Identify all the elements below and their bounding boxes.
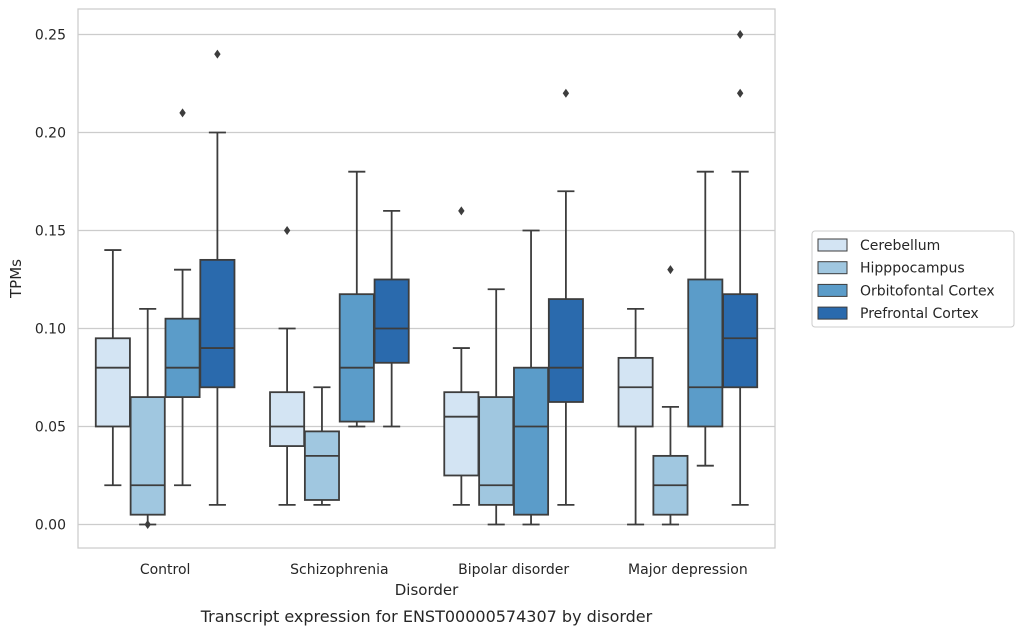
- outlier-point: [458, 206, 465, 216]
- legend-swatch: [817, 283, 848, 297]
- x-tick-label: Bipolar disorder: [458, 562, 569, 578]
- chart-caption: Transcript expression for ENST0000057430…: [200, 607, 653, 626]
- box-orbitofontal-cortex: [687, 170, 724, 467]
- outlier-point: [562, 88, 570, 98]
- outlier-point: [667, 265, 674, 275]
- legend-label: Cerebellum: [860, 238, 940, 254]
- outlier-point: [179, 108, 186, 118]
- box-prefrontal-cortex: [722, 29, 759, 506]
- legend-frame: [811, 230, 1015, 328]
- y-tick-label: 0.10: [35, 321, 66, 337]
- iqr-box: [303, 430, 340, 501]
- box-cerebellum: [94, 249, 131, 487]
- box-cerebellum: [443, 206, 480, 506]
- box-prefrontal-cortex: [199, 49, 236, 506]
- y-tick-label: 0.25: [35, 27, 66, 43]
- outlier-point: [214, 49, 221, 59]
- y-tick-label: 0.00: [35, 517, 66, 533]
- iqr-box: [547, 298, 584, 403]
- y-axis-ticks: 0.00 0.05 0.10 0.15 0.20 0.25: [35, 27, 66, 533]
- legend-swatch: [817, 238, 848, 252]
- outlier-point: [736, 88, 744, 98]
- iqr-box: [617, 356, 654, 428]
- y-axis-label: TPMs: [7, 259, 25, 299]
- iqr-box: [722, 293, 759, 389]
- iqr-box: [338, 293, 375, 423]
- legend-label: Orbitofontal Cortex: [860, 283, 995, 299]
- box-orbitofontal-cortex: [338, 170, 375, 428]
- legend-label: Hipppocampus: [860, 261, 965, 277]
- legend-swatch: [817, 306, 848, 320]
- iqr-box: [164, 317, 201, 398]
- box-hipppocampus: [129, 307, 166, 529]
- iqr-box: [513, 366, 550, 516]
- iqr-box: [269, 391, 306, 447]
- iqr-box: [199, 258, 236, 389]
- outlier-point: [283, 225, 291, 235]
- iqr-box: [373, 278, 410, 364]
- box-prefrontal-cortex: [373, 209, 410, 428]
- iqr-box: [478, 396, 515, 506]
- box-orbitofontal-cortex: [164, 108, 201, 487]
- box-cerebellum: [269, 225, 306, 506]
- box-hipppocampus: [303, 386, 340, 506]
- legend-swatch: [817, 261, 848, 275]
- outlier-point: [144, 519, 151, 529]
- y-tick-label: 0.05: [35, 419, 66, 435]
- x-tick-label: Control: [140, 562, 191, 578]
- x-tick-label: Schizophrenia: [290, 562, 388, 578]
- iqr-box: [687, 278, 724, 428]
- y-tick-label: 0.15: [35, 223, 66, 239]
- legend-label: Prefrontal Cortex: [860, 306, 979, 322]
- iqr-box: [129, 396, 166, 516]
- plot-frame: [77, 8, 776, 549]
- y-tick-label: 0.20: [35, 125, 66, 141]
- box-prefrontal-cortex: [547, 88, 584, 506]
- x-axis-label: Disorder: [395, 581, 459, 599]
- legend: Cerebellum Hipppocampus Orbitofontal Corte…: [811, 230, 1015, 328]
- outlier-point: [736, 29, 744, 39]
- box-hipppocampus: [652, 265, 689, 526]
- iqr-box: [443, 391, 480, 477]
- box-orbitofontal-cortex: [513, 229, 550, 526]
- x-axis-ticks: Control Schizophrenia Bipolar disorder Majo…: [140, 562, 748, 578]
- box-cerebellum: [617, 307, 654, 526]
- iqr-box: [94, 337, 131, 428]
- box-hipppocampus: [478, 288, 515, 526]
- box-plot-area: [94, 29, 759, 529]
- x-tick-label: Major depression: [628, 562, 748, 578]
